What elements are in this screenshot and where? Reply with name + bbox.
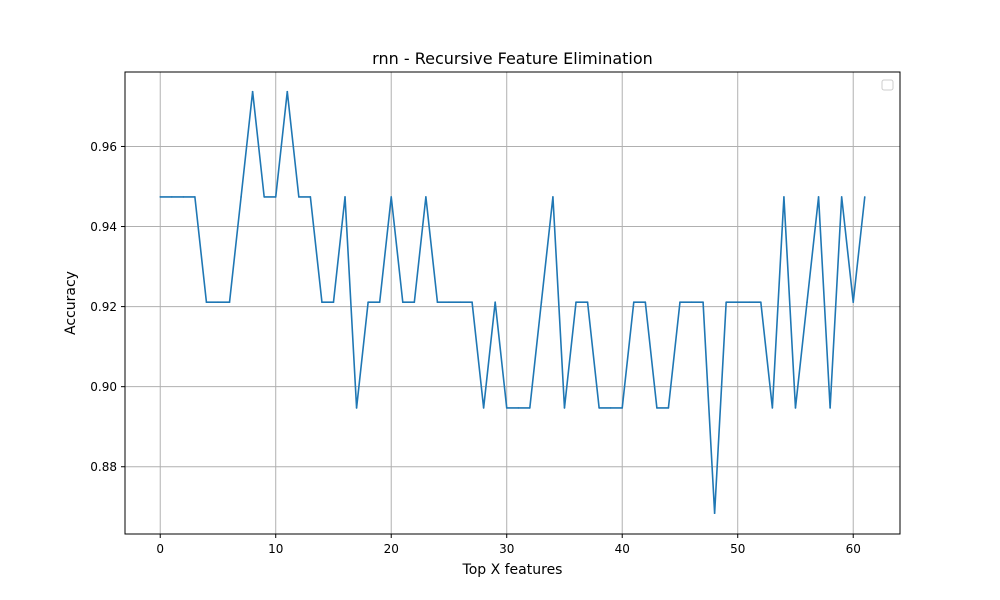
data-point [771,407,774,409]
x-tick-label: 60 [846,542,861,556]
y-axis-label: Accuracy [63,271,79,335]
data-point [575,301,577,303]
data-point [863,196,866,198]
plot-frame [124,71,901,535]
data-point [748,301,751,303]
x-tick-label: 40 [615,542,630,556]
data-point [263,196,265,198]
data-point [425,196,427,198]
data-point [840,196,843,198]
data-point [586,301,589,303]
x-axis: 0 10 20 30 40 50 60 [156,534,861,556]
data-point [482,407,485,409]
data-point [621,407,624,409]
data-point [332,301,335,303]
chart-title: rnn - Recursive Feature Elimination [372,49,653,68]
data-point [159,196,162,198]
data-point [413,301,416,303]
data-point [182,196,185,198]
data-point [505,407,508,409]
data-point [817,196,820,198]
x-tick-label: 20 [384,542,399,556]
y-tick-label: 0.94 [90,220,117,234]
data-point [794,407,797,409]
data-point [436,301,439,303]
data-point [274,196,277,198]
data-point [529,407,531,409]
data-point [494,301,496,303]
series-layer [159,90,866,514]
data-point [355,407,358,409]
data-point [679,301,681,303]
data-point [286,90,289,93]
data-point [632,301,635,303]
data-point [194,196,196,198]
data-point [644,301,647,303]
data-point [298,196,300,198]
data-point [309,196,312,198]
data-point [690,301,693,303]
data-point [517,407,520,409]
data-point [725,301,727,303]
y-tick-label: 0.96 [90,140,117,154]
y-tick-label: 0.90 [90,380,117,394]
data-point [321,301,323,303]
series-line [160,90,866,514]
data-point [471,301,473,303]
data-point [251,90,254,93]
data-point [852,301,855,303]
y-tick-label: 0.92 [90,300,117,314]
data-point [667,407,670,409]
data-point [806,301,808,303]
x-tick-label: 30 [499,542,514,556]
x-axis-label: Top X features [462,562,563,578]
data-point [367,301,369,303]
x-tick-label: 10 [268,542,283,556]
data-point [736,301,739,303]
data-point [390,196,393,198]
data-point [240,196,242,198]
data-point [378,301,381,303]
data-point [598,407,600,409]
data-point [344,196,346,198]
data-point [401,301,404,303]
x-tick-label: 50 [730,542,745,556]
data-point [563,407,566,409]
data-point [228,301,231,303]
data-point [783,196,785,198]
data-point [760,301,762,303]
data-point [829,407,831,409]
data-point [609,407,612,409]
data-point [552,196,554,198]
data-point [713,512,716,514]
data-point [205,301,208,303]
data-point [656,407,658,409]
data-point [702,301,704,303]
data-point [170,196,173,198]
y-tick-label: 0.88 [90,460,117,474]
data-point [217,301,219,303]
data-point [459,301,462,303]
y-axis: 0.88 0.90 0.92 0.94 0.96 [90,140,125,474]
x-tick-label: 0 [156,542,164,556]
legend-box [881,79,894,91]
data-point [540,301,543,303]
data-point [448,301,450,303]
